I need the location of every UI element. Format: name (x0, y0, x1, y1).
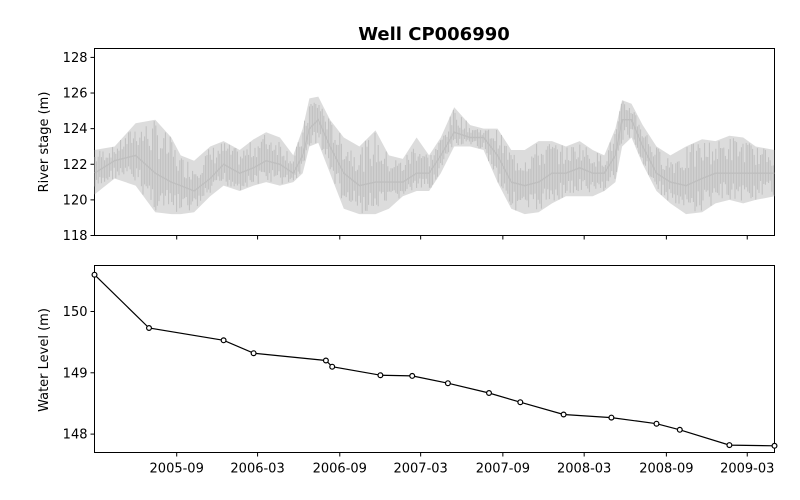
x-tick-label: 2008-03 (557, 462, 611, 477)
water-level-y-axis: 148 149 150 (63, 305, 95, 443)
water-level-point (409, 372, 416, 379)
water-level-point (560, 411, 567, 418)
water-level-points (91, 271, 778, 449)
water-level-point (608, 414, 615, 421)
water-level-point (444, 380, 451, 387)
water-level-point (377, 372, 384, 379)
water-level-series (94, 274, 775, 447)
x-tick-label: 2008-09 (639, 462, 693, 477)
river-stage-ylabel: River stage (m) (37, 92, 52, 193)
water-level-x-axis: 2005-09 2006-03 2006-09 2007-03 2007-09 2008-… (150, 452, 774, 477)
water-level-point (322, 357, 329, 364)
x-tick-label: 2007-03 (393, 462, 447, 477)
x-tick-label: 2005-09 (150, 462, 204, 477)
water-level-point (726, 442, 733, 449)
water-level-point (676, 426, 683, 433)
x-tick-label: 2006-03 (230, 462, 284, 477)
y-tick-label: 148 (63, 428, 88, 443)
y-tick-label: 122 (63, 158, 88, 173)
river-stage-x-axis (176, 235, 748, 240)
y-tick-label: 126 (63, 87, 88, 102)
x-tick-label: 2009-03 (720, 462, 774, 477)
y-tick-label: 149 (63, 366, 88, 381)
x-tick-label: 2006-09 (313, 462, 367, 477)
water-level-point (517, 399, 524, 406)
water-level-point (486, 390, 493, 397)
river-stage-spikes (94, 101, 774, 214)
water-level-point (220, 337, 227, 344)
water-level-ylabel: Water Level (m) (37, 308, 52, 412)
water-level-plot-frame (94, 265, 775, 453)
river-stage-y-axis: 118 120 122 124 126 128 (63, 51, 95, 244)
y-tick-label: 150 (63, 305, 88, 320)
river-stage-daily-spikes (94, 101, 774, 214)
y-tick-label: 118 (63, 229, 88, 244)
water-level-point (250, 350, 257, 357)
water-level-point (771, 442, 778, 449)
y-tick-label: 120 (63, 193, 88, 208)
water-level-point (329, 363, 336, 370)
y-tick-label: 128 (63, 51, 88, 66)
y-tick-label: 124 (63, 122, 88, 137)
river-stage-panel: 118 120 122 124 126 128 River stage (m) (37, 48, 775, 244)
water-level-point (91, 271, 98, 278)
water-level-point (653, 420, 660, 427)
x-tick-label: 2007-09 (476, 462, 530, 477)
water-level-point (146, 325, 153, 332)
river-stage-plot-frame (94, 48, 775, 236)
chart-title: Well CP006990 (358, 24, 510, 45)
